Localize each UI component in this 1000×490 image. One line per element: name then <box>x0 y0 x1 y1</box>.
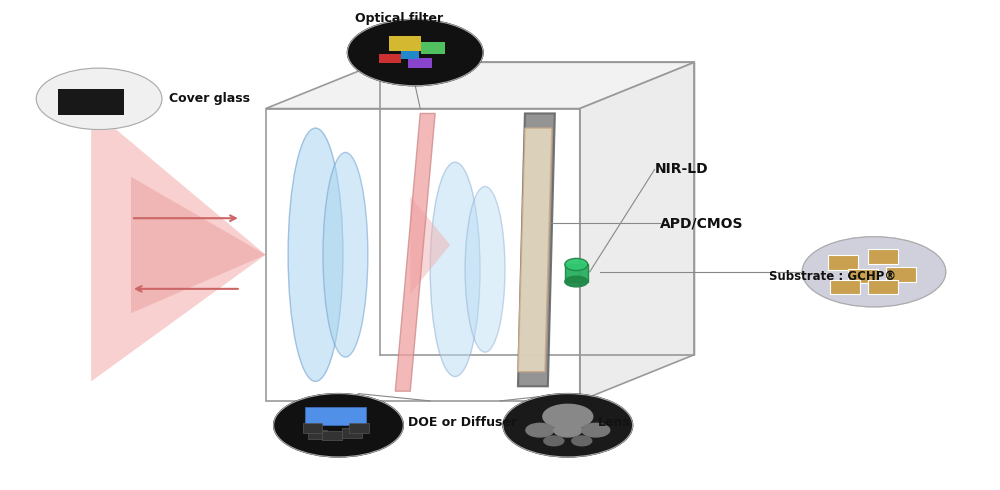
FancyBboxPatch shape <box>886 268 916 282</box>
FancyBboxPatch shape <box>322 431 342 441</box>
Text: Cover glass: Cover glass <box>169 92 250 105</box>
FancyBboxPatch shape <box>308 430 327 440</box>
FancyBboxPatch shape <box>421 42 445 53</box>
Circle shape <box>572 436 592 446</box>
Circle shape <box>347 20 483 86</box>
Polygon shape <box>518 114 555 386</box>
Ellipse shape <box>565 258 588 270</box>
Polygon shape <box>518 128 552 372</box>
Circle shape <box>526 423 554 437</box>
Ellipse shape <box>565 276 588 287</box>
Polygon shape <box>266 62 694 109</box>
Polygon shape <box>580 62 694 401</box>
Text: NIR-LD: NIR-LD <box>655 163 708 176</box>
FancyBboxPatch shape <box>379 53 401 63</box>
Circle shape <box>36 68 162 129</box>
Text: Optical filter: Optical filter <box>355 12 444 25</box>
Circle shape <box>503 393 633 457</box>
Circle shape <box>543 404 593 429</box>
Circle shape <box>582 423 610 437</box>
Polygon shape <box>91 109 266 381</box>
FancyBboxPatch shape <box>868 280 898 294</box>
Polygon shape <box>565 265 588 282</box>
FancyBboxPatch shape <box>408 58 432 68</box>
FancyBboxPatch shape <box>389 36 421 51</box>
Circle shape <box>554 423 582 437</box>
FancyBboxPatch shape <box>303 423 322 433</box>
Text: Substrate : GCHP®: Substrate : GCHP® <box>769 270 896 283</box>
Text: APD/CMOS: APD/CMOS <box>660 216 743 230</box>
Ellipse shape <box>465 187 505 352</box>
Circle shape <box>274 393 403 457</box>
Text: DOE or Diffuser: DOE or Diffuser <box>408 416 517 429</box>
Circle shape <box>544 436 564 446</box>
FancyBboxPatch shape <box>868 249 898 264</box>
FancyBboxPatch shape <box>828 255 858 270</box>
Text: Lens: Lens <box>598 416 630 429</box>
FancyBboxPatch shape <box>305 407 366 425</box>
Polygon shape <box>410 196 450 294</box>
FancyBboxPatch shape <box>830 280 860 294</box>
Ellipse shape <box>323 152 368 357</box>
FancyBboxPatch shape <box>401 51 419 59</box>
FancyBboxPatch shape <box>58 89 124 115</box>
Ellipse shape <box>288 128 343 381</box>
Circle shape <box>802 237 946 307</box>
FancyBboxPatch shape <box>342 428 362 438</box>
Polygon shape <box>131 177 266 313</box>
FancyBboxPatch shape <box>349 423 369 433</box>
Ellipse shape <box>430 162 480 376</box>
Polygon shape <box>395 114 435 391</box>
FancyBboxPatch shape <box>848 269 878 284</box>
